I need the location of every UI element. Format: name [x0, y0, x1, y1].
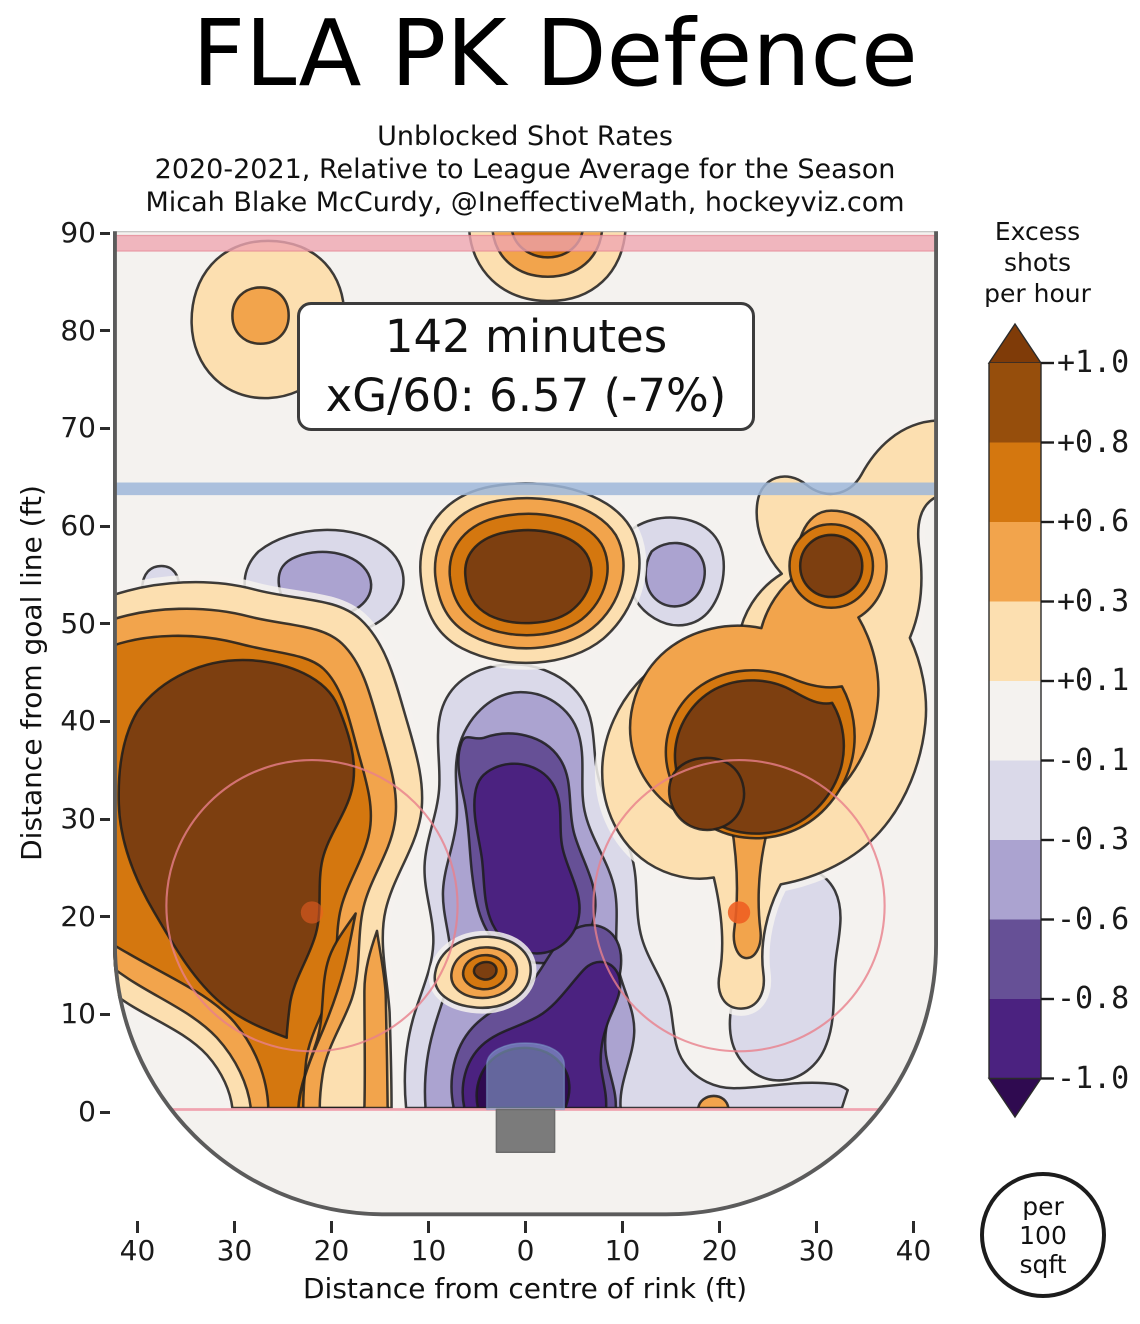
x-tick-label: 10 [604, 1234, 641, 1267]
colorbar-tick-label: -0.1 [1057, 742, 1130, 778]
y-tick-label: 90 [60, 216, 96, 249]
colorbar-tick-label: -0.3 [1057, 822, 1130, 857]
colorbar-tick-label: -1.0 [1057, 1060, 1130, 1096]
y-tick-label: 30 [60, 802, 96, 835]
x-tick [524, 1221, 527, 1233]
y-axis-label: Distance from goal line (ft) [15, 485, 48, 861]
y-tick [100, 1012, 110, 1016]
colorbar-arrow-top [987, 322, 1043, 364]
x-axis-label: Distance from centre of rink (ft) [303, 1272, 747, 1305]
x-tick [233, 1221, 236, 1233]
y-tick-label: 80 [60, 314, 96, 347]
x-tick [330, 1221, 333, 1233]
colorbar-tick-label: -0.8 [1057, 981, 1130, 1016]
left-faceoff-dot [300, 901, 324, 924]
x-tick-label: 30 [216, 1234, 253, 1267]
colorbar-ticks [1041, 361, 1054, 1080]
y-tick [100, 719, 110, 723]
y-tick [100, 231, 110, 235]
colorbar-tick-label: +0.6 [1057, 504, 1130, 539]
y-tick [100, 1110, 110, 1114]
colorbar-tick-label: +0.1 [1057, 663, 1130, 698]
y-tick-label: 10 [60, 997, 96, 1030]
y-tick-label: 40 [60, 704, 96, 737]
stats-annotation: 142 minutes xG/60: 6.57 (-7%) [297, 302, 755, 431]
rink-boards [113, 231, 938, 1217]
left-faceoff-circle [165, 759, 459, 1053]
y-tick-label: 20 [60, 900, 96, 933]
credit-line: Micah Blake McCurdy, @IneffectiveMath, h… [145, 187, 905, 218]
x-tick [718, 1221, 721, 1233]
rink-contour-plot [113, 231, 938, 1217]
right-faceoff-circle [592, 759, 886, 1053]
x-tick-label: 10 [410, 1234, 447, 1267]
goal-crease [485, 1042, 566, 1111]
colorbar-title: Excess shots per hour [984, 217, 1091, 308]
xg-value: xG/60: 6.57 (-7%) [325, 369, 727, 422]
colorbar-tick-label: -0.6 [1057, 901, 1130, 937]
y-tick-label: 70 [60, 411, 96, 444]
x-tick-label: 20 [313, 1234, 350, 1267]
y-tick [100, 622, 110, 626]
right-faceoff-dot [727, 901, 751, 924]
subtitle-block: Unblocked Shot Rates 2020-2021, Relative… [110, 120, 940, 219]
x-tick-label: 20 [701, 1234, 738, 1267]
x-tick [912, 1221, 915, 1233]
hot-contours [113, 231, 938, 1116]
y-tick [100, 524, 110, 528]
y-tick-label: 60 [60, 509, 96, 542]
subtitle-line-2: 2020-2021, Relative to League Average fo… [154, 154, 896, 185]
x-tick [815, 1221, 818, 1233]
colorbar-tick-label: +0.8 [1057, 424, 1130, 460]
x-tick-label: 40 [895, 1234, 932, 1267]
x-tick [427, 1221, 430, 1233]
y-tick-label: 0 [78, 1095, 96, 1128]
x-tick-label: 40 [119, 1234, 156, 1267]
y-tick-label: 50 [60, 607, 96, 640]
colorbar [987, 322, 1054, 1119]
y-tick [100, 426, 110, 430]
colorbar-tick-label: +1.0 [1057, 345, 1130, 380]
y-tick [100, 915, 110, 919]
y-tick [100, 817, 110, 821]
colorbar-tick-label: +0.3 [1057, 583, 1130, 619]
rink-markings [113, 231, 938, 1153]
x-tick-label: 30 [798, 1234, 835, 1267]
y-tick [100, 329, 110, 333]
minutes-value: 142 minutes [384, 310, 668, 363]
x-tick-label: 0 [516, 1234, 535, 1267]
page-title: FLA PK Defence [192, 0, 918, 107]
colorbar-arrow-bottom [987, 1077, 1043, 1119]
x-tick [621, 1221, 624, 1233]
goal-frame [495, 1108, 556, 1153]
units-badge: per 100 sqft [980, 1172, 1106, 1298]
x-tick [136, 1221, 139, 1233]
blue-line [113, 482, 938, 496]
centre-red-line [113, 234, 938, 252]
subtitle-line-1: Unblocked Shot Rates [377, 121, 673, 152]
